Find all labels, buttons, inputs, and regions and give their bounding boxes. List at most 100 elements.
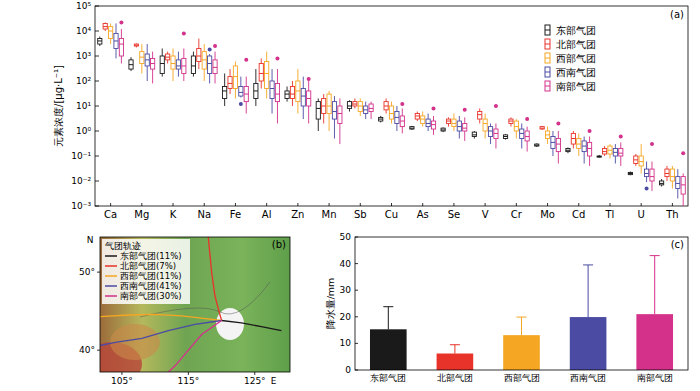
median [327, 106, 331, 107]
box [587, 142, 591, 156]
bar [636, 314, 673, 370]
box [551, 137, 555, 149]
median [571, 138, 575, 139]
y-tick [97, 350, 100, 351]
x-axis-title: E [271, 376, 277, 386]
median [389, 113, 393, 114]
median [540, 128, 544, 129]
outlier [645, 187, 649, 191]
median [98, 40, 102, 41]
box [254, 83, 258, 98]
sea [216, 308, 244, 340]
box [109, 27, 113, 39]
box [540, 127, 544, 129]
box [369, 104, 373, 112]
x-tick-label: Sb [354, 209, 367, 220]
box [472, 132, 476, 136]
box [483, 119, 487, 131]
median [176, 65, 180, 66]
outlier [650, 142, 654, 146]
legend-swatch [545, 25, 550, 35]
outlier [182, 31, 186, 35]
legend-swatch [105, 255, 117, 257]
x-tick-label: Cd [572, 209, 585, 220]
legend-swatch [545, 53, 550, 63]
x-tick [235, 203, 236, 206]
box [151, 58, 155, 69]
box [395, 112, 399, 124]
x-tick-label: Th [665, 209, 678, 220]
median [259, 73, 263, 74]
y-tick [97, 272, 100, 273]
plot-frame [95, 6, 688, 206]
x-tick-label: Al [262, 209, 272, 220]
box [597, 156, 601, 157]
x-tick [422, 203, 423, 206]
median [639, 161, 643, 162]
x-tick [453, 203, 454, 206]
box [582, 141, 586, 152]
x-tick-label: As [417, 209, 429, 220]
x-tick-label: 105° [111, 376, 133, 386]
outlier [556, 121, 560, 125]
x-tick [391, 203, 392, 206]
box [364, 106, 368, 114]
y-tick [95, 206, 99, 207]
box [415, 114, 419, 120]
bar [570, 317, 607, 370]
median [145, 59, 149, 60]
box [316, 102, 320, 119]
box [389, 106, 393, 119]
error-cap [583, 264, 593, 265]
box [571, 133, 575, 144]
median [452, 123, 456, 124]
x-tick-label: V [482, 209, 489, 220]
box [384, 102, 388, 110]
box [197, 48, 201, 61]
box [602, 148, 606, 154]
plot-frame [355, 237, 688, 370]
x-tick-label: K [170, 209, 177, 220]
box [410, 127, 414, 129]
median [290, 94, 294, 95]
box [639, 156, 643, 166]
box [628, 172, 632, 174]
median [151, 63, 155, 64]
median [353, 104, 357, 105]
median [379, 119, 383, 120]
box [140, 52, 144, 64]
box [259, 64, 263, 81]
box [202, 52, 206, 69]
y-tick [355, 290, 358, 291]
panel-label: (b) [272, 239, 286, 250]
median [681, 184, 685, 185]
box [400, 116, 404, 127]
box [650, 169, 654, 181]
x-tick [254, 372, 255, 375]
median [239, 92, 243, 93]
y-tick-label: 10 [340, 338, 352, 348]
x-tick [297, 203, 298, 206]
box [379, 117, 383, 121]
box [290, 87, 294, 99]
median [134, 45, 138, 46]
box [182, 58, 186, 73]
x-tick [266, 203, 267, 206]
outlier [463, 108, 467, 112]
box [296, 81, 300, 102]
outlier [588, 129, 592, 133]
median [202, 59, 206, 60]
median [270, 88, 274, 89]
x-tick [110, 203, 111, 206]
y-axis-title: 降水量/mm [325, 278, 336, 330]
legend-swatch [545, 67, 550, 77]
median [525, 136, 529, 137]
y-tick [95, 106, 99, 107]
x-tick [516, 203, 517, 206]
median [129, 64, 133, 65]
y-tick-label: 10² [76, 76, 91, 86]
box [275, 83, 279, 101]
y-axis-title: N [87, 235, 94, 245]
outlier [494, 104, 498, 108]
box [634, 156, 638, 164]
